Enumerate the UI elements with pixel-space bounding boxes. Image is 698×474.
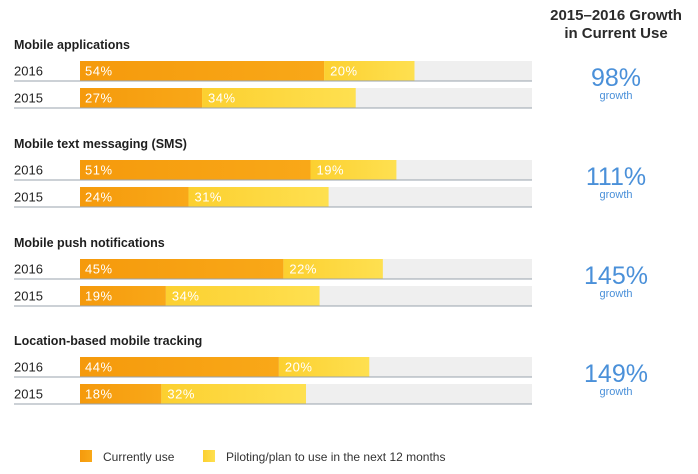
- legend-label-piloting: Piloting/plan to use in the next 12 mont…: [226, 450, 445, 464]
- category-label: Mobile text messaging (SMS): [14, 137, 187, 151]
- bar-piloting: [283, 259, 383, 279]
- value-label-current: 51%: [85, 163, 113, 178]
- year-label: 2016: [14, 163, 43, 178]
- value-label-piloting: 20%: [330, 64, 358, 79]
- bar-current: [80, 88, 203, 108]
- category-label: Mobile applications: [14, 38, 130, 52]
- value-label-piloting: 19%: [317, 163, 345, 178]
- growth-column-header-line1: 2015–2016 Growth: [550, 7, 682, 24]
- growth-value: 98%: [591, 64, 641, 92]
- bar-current: [80, 286, 166, 306]
- year-label: 2016: [14, 360, 43, 375]
- year-label: 2015: [14, 91, 43, 106]
- growth-label: growth: [599, 288, 632, 300]
- value-label-current: 18%: [85, 387, 113, 402]
- bar-piloting: [165, 286, 320, 306]
- growth-value: 145%: [584, 262, 648, 290]
- legend: Currently use Piloting/plan to use in th…: [80, 450, 445, 464]
- bar-current: [80, 160, 311, 180]
- value-label-piloting: 34%: [208, 91, 236, 106]
- year-label: 2016: [14, 64, 43, 79]
- value-label-current: 27%: [85, 91, 113, 106]
- year-label: 2015: [14, 289, 43, 304]
- bar-piloting: [188, 187, 329, 207]
- category-label: Mobile push notifications: [14, 236, 165, 250]
- bar-current: [80, 61, 325, 81]
- growth-label: growth: [599, 189, 632, 201]
- value-label-piloting: 34%: [172, 289, 200, 304]
- growth-value: 111%: [586, 163, 646, 191]
- value-label-current: 45%: [85, 262, 113, 277]
- chart-group: Mobile text messaging (SMS) 2016 51% 19% 201…: [14, 137, 646, 208]
- value-label-current: 54%: [85, 64, 113, 79]
- value-label-piloting: 32%: [167, 387, 195, 402]
- chart-group: Mobile applications 2016 54% 20% 2015 27% 34% 9…: [14, 38, 641, 109]
- legend-swatch-piloting: [203, 450, 215, 462]
- value-label-current: 19%: [85, 289, 113, 304]
- legend-swatch-current: [80, 450, 92, 462]
- chart-group: Location-based mobile tracking 2016 44% 20%…: [14, 334, 648, 405]
- bar-current: [80, 187, 189, 207]
- value-label-piloting: 22%: [289, 262, 317, 277]
- bar-current: [80, 357, 279, 377]
- year-label: 2016: [14, 262, 43, 277]
- bar-current: [80, 384, 162, 404]
- growth-value: 149%: [584, 360, 648, 388]
- value-label-current: 24%: [85, 190, 113, 205]
- bar-current: [80, 259, 284, 279]
- chart-groups: Mobile applications 2016 54% 20% 2015 27% 34% 9…: [14, 38, 648, 405]
- chart-group: Mobile push notifications 2016 45% 22% 2015 1…: [14, 236, 648, 307]
- bar-piloting: [161, 384, 306, 404]
- bar-piloting: [324, 61, 415, 81]
- value-label-piloting: 31%: [194, 190, 222, 205]
- legend-label-current: Currently use: [103, 450, 175, 464]
- value-label-current: 44%: [85, 360, 113, 375]
- bar-piloting: [202, 88, 356, 108]
- category-label: Location-based mobile tracking: [14, 334, 202, 348]
- year-label: 2015: [14, 190, 43, 205]
- value-label-piloting: 20%: [285, 360, 313, 375]
- bar-piloting: [310, 160, 397, 180]
- growth-label: growth: [599, 90, 632, 102]
- growth-column-header-line2: in Current Use: [564, 25, 667, 42]
- year-label: 2015: [14, 387, 43, 402]
- bar-piloting: [278, 357, 370, 377]
- growth-label: growth: [599, 386, 632, 398]
